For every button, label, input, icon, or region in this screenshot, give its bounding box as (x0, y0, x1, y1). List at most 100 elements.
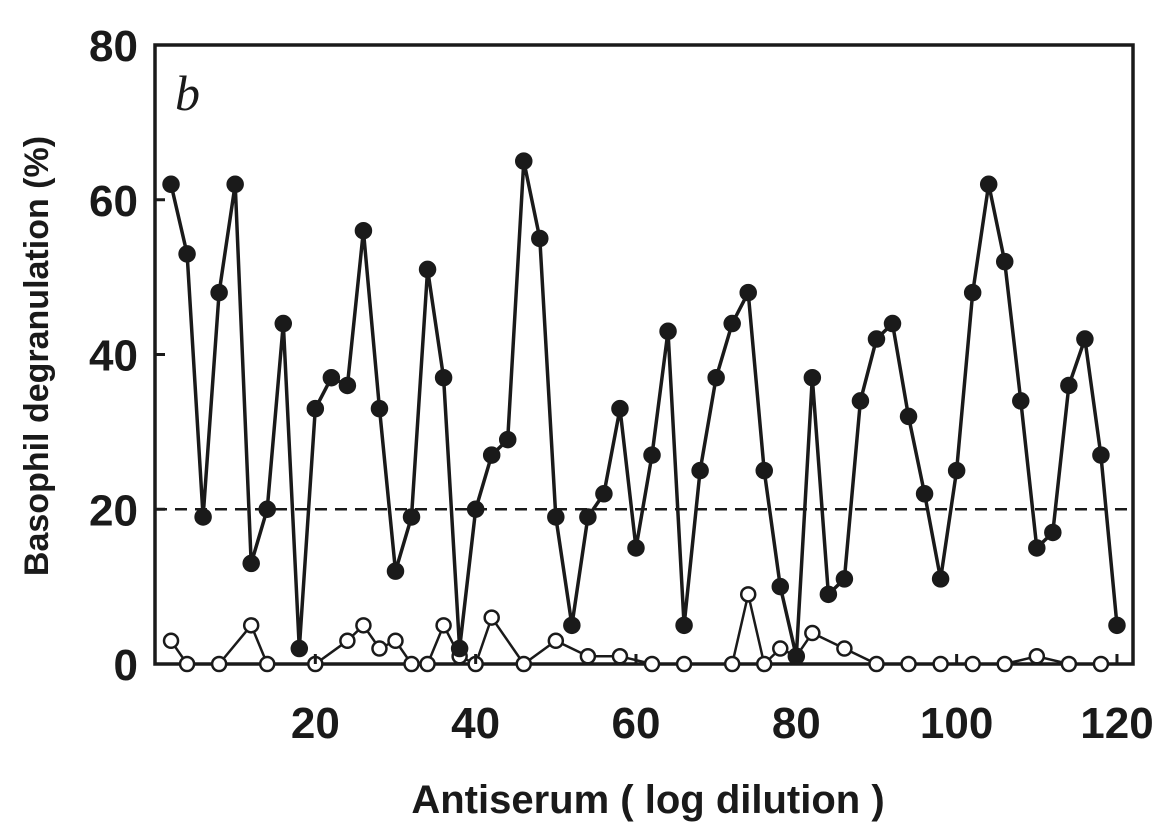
control-point (387, 632, 404, 650)
x-tick-label: 120 (1080, 699, 1153, 748)
antiserum-point (627, 539, 645, 557)
antiserum-point (1076, 330, 1094, 348)
control-point (258, 655, 276, 673)
control-point (178, 655, 196, 673)
control-point (483, 609, 500, 626)
control-point (579, 648, 597, 665)
antiserum-point (723, 314, 741, 333)
antiserum-point (1028, 539, 1046, 557)
antiserum-point (402, 508, 421, 526)
antiserum-point (1092, 446, 1110, 464)
x-tick-label: 40 (451, 699, 500, 748)
antiserum-point (466, 500, 485, 518)
antiserum-point (498, 430, 517, 449)
control-point (723, 655, 741, 673)
ticks-layer: 20 40 60 80 100 120 0 20 40 60 80 (89, 22, 1154, 748)
antiserum-point (418, 260, 437, 279)
y-tick-label: 0 (114, 641, 138, 690)
control-point (836, 640, 853, 657)
control-point (419, 655, 436, 673)
antiserum-point (915, 485, 934, 503)
antiserum-point (210, 283, 228, 302)
antiserum-point (611, 399, 629, 418)
antiserum-point (290, 639, 309, 658)
control-point (1092, 655, 1110, 673)
y-tick-label: 60 (89, 177, 138, 226)
control-point (900, 655, 917, 673)
control-point (755, 655, 773, 673)
antiserum-point (739, 283, 757, 302)
x-tick-label: 60 (612, 699, 661, 748)
control-point (1060, 655, 1078, 673)
x-tick-label: 80 (772, 699, 821, 748)
antiserum-point (1044, 523, 1062, 542)
antiserum-point (883, 314, 902, 333)
antiserum-point (322, 368, 341, 387)
control-point (675, 655, 693, 673)
antiserum-point (995, 252, 1014, 271)
x-axis-title: Antiserum ( log dilution ) (411, 778, 884, 822)
plot-frame (153, 43, 1135, 666)
antiserum-point (947, 461, 966, 480)
antiserum-point (162, 175, 180, 194)
antiserum-point (963, 283, 982, 302)
control-point (339, 632, 356, 650)
antiserum-point (226, 175, 244, 194)
antiserum-point (899, 407, 918, 426)
antiserum-point (691, 461, 709, 480)
control-point (611, 648, 629, 665)
antiserum-point (178, 245, 196, 263)
antiserum-point (835, 570, 854, 588)
antiserum-point (434, 368, 453, 387)
control-point (242, 617, 260, 634)
antiserum-point (1108, 616, 1126, 635)
antiserum-point (306, 399, 325, 418)
x-tick-label: 20 (291, 699, 340, 748)
antiserum-point (354, 221, 373, 240)
plot-border (153, 43, 1135, 666)
antiserum-point (803, 368, 822, 387)
antiserum-point (531, 229, 549, 248)
y-tick-label: 80 (89, 22, 138, 71)
control-point (932, 655, 949, 673)
antiserum-point (1060, 376, 1078, 395)
antiserum-point (851, 392, 870, 410)
antiserum-point (274, 314, 293, 333)
control-point (804, 624, 821, 642)
antiserum-point (707, 368, 725, 387)
control-point (210, 655, 228, 673)
antiserum-point (931, 570, 950, 588)
antiserum-point (579, 508, 597, 526)
control-point (371, 640, 388, 657)
y-tick-label: 20 (89, 486, 138, 535)
antiserum-point (482, 446, 501, 464)
antiserum-point (450, 639, 469, 658)
antiserum-point (595, 485, 613, 503)
antiserum-point (643, 446, 661, 464)
control-point (996, 655, 1013, 673)
antiserum-point (675, 616, 693, 635)
control-point (547, 632, 565, 650)
antiserum-point (563, 616, 581, 635)
y-axis-title: Basophil degranulation (%) (18, 136, 56, 576)
y-tick-label: 40 (89, 332, 138, 381)
control-point (162, 632, 180, 650)
antiserum-point (771, 577, 790, 596)
antiserum-point (258, 500, 276, 518)
antiserum-point (867, 330, 886, 348)
antiserum-point (659, 322, 677, 341)
antiserum-point (1012, 392, 1030, 410)
control-series (162, 586, 1110, 673)
antiserum-point (979, 175, 998, 194)
control-point (515, 655, 533, 673)
antiserum-point (819, 585, 838, 604)
antiserum-point (242, 554, 260, 573)
control-point (403, 655, 420, 673)
antiserum-point (194, 508, 212, 526)
antiserum-point (370, 399, 389, 418)
antiserum-point (515, 152, 533, 170)
x-tick-label: 100 (920, 699, 993, 748)
control-point (772, 640, 789, 657)
control-point (355, 617, 372, 634)
antiserum-series (162, 152, 1126, 666)
